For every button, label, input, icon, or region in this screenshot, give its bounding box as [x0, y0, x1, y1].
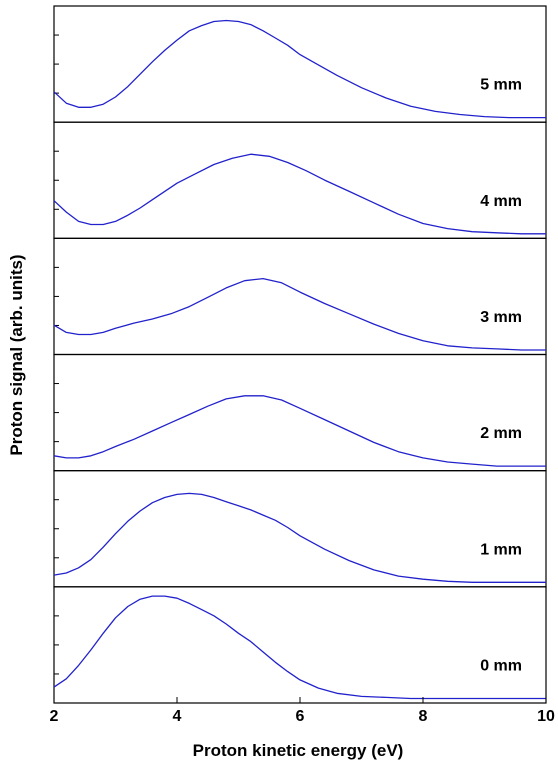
panel-frame	[53, 586, 547, 704]
x-tick-label: 8	[419, 708, 428, 725]
panel-4: 2 mm	[53, 353, 547, 472]
panel-1: 5 mm	[53, 5, 547, 123]
panel-frame	[53, 5, 547, 123]
panel-frame	[53, 353, 547, 472]
x-tick-label: 2	[50, 708, 59, 725]
series-line	[53, 19, 546, 119]
series-line	[53, 395, 546, 467]
panel-frame	[53, 237, 547, 356]
panel-label: 4 mm	[480, 193, 522, 210]
panel-6: 0 mm	[53, 586, 547, 704]
x-tick-label: 6	[296, 708, 305, 725]
y-axis-title: Proton signal (arb. units)	[7, 254, 26, 455]
x-tick-label: 4	[173, 708, 182, 725]
panels-layer: 5 mm 4 mm 3 mm 2 mm 1 mm 0 mm	[53, 5, 547, 704]
panel-label: 2 mm	[480, 425, 522, 442]
series-line	[53, 492, 546, 583]
panel-2: 4 mm	[53, 121, 547, 239]
panel-label: 1 mm	[480, 541, 522, 558]
x-axis-ticks: 2 4 6 8 10	[50, 697, 555, 725]
panel-label: 0 mm	[480, 657, 522, 674]
x-axis-title: Proton kinetic energy (eV)	[193, 741, 404, 760]
panel-3: 3 mm	[53, 237, 547, 356]
series-line	[53, 595, 546, 700]
panel-frame	[53, 121, 547, 239]
panel-label: 3 mm	[480, 309, 522, 326]
series-line	[53, 153, 546, 235]
panel-label: 5 mm	[480, 77, 522, 94]
x-tick-label: 10	[537, 708, 555, 725]
panel-5: 1 mm	[53, 470, 547, 588]
series-line	[53, 277, 546, 351]
panel-frame	[53, 470, 547, 588]
